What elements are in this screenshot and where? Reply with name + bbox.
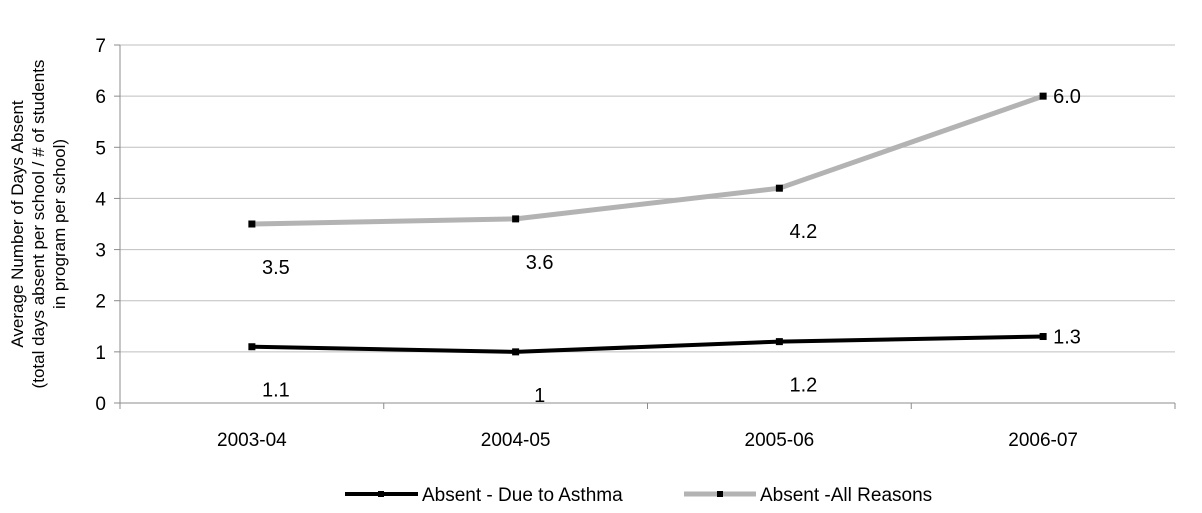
series-line-asthma xyxy=(251,334,1044,354)
y-tick-label-5: 5 xyxy=(95,138,106,159)
x-tick-label-2006-07: 2006-07 xyxy=(1008,430,1078,451)
x-tick-label-2004-05: 2004-05 xyxy=(481,430,551,451)
point-marker-asthma-2004-05 xyxy=(512,348,520,356)
y-tick-label-3: 3 xyxy=(95,241,106,262)
y-axis-title-line-1: Average Number of Days Absent xyxy=(8,100,27,348)
data-label-all-reasons-2004-05: 3.6 xyxy=(526,252,554,274)
point-marker-all-reasons-2006-07 xyxy=(1039,92,1047,100)
data-label-asthma-2005-06: 1.2 xyxy=(789,375,817,397)
series-lines xyxy=(248,92,1047,356)
legend-item-all-reasons: Absent -All Reasons xyxy=(684,485,932,506)
y-axis-title-line-3: in program per school) xyxy=(50,139,69,309)
data-label-all-reasons-2005-06: 4.2 xyxy=(789,221,817,243)
point-marker-all-reasons-2004-05 xyxy=(512,215,520,223)
y-axis-title: Average Number of Days Absent (total day… xyxy=(8,60,69,389)
legend: Absent - Due to Asthma Absent -All Reaso… xyxy=(345,485,932,506)
legend-marker-asthma xyxy=(378,491,384,497)
point-marker-asthma-2005-06 xyxy=(775,338,783,346)
point-marker-all-reasons-2003-04 xyxy=(248,220,256,228)
data-label-asthma-2004-05: 1 xyxy=(534,385,545,407)
legend-label-all-reasons: Absent -All Reasons xyxy=(760,485,932,506)
legend-label-asthma: Absent - Due to Asthma xyxy=(422,485,623,506)
point-marker-asthma-2006-07 xyxy=(1039,333,1047,341)
y-axis-title-line-2: (total days absent per school / # of stu… xyxy=(29,60,48,389)
y-tick-label-2: 2 xyxy=(95,292,106,313)
grid-lines xyxy=(120,44,1175,353)
y-tick-label-1: 1 xyxy=(95,343,106,364)
point-marker-asthma-2003-04 xyxy=(248,343,256,351)
data-label-all-reasons-2006-07: 6.0 xyxy=(1053,86,1081,108)
y-tick-label-0: 0 xyxy=(95,394,106,415)
axes xyxy=(114,44,1176,409)
legend-marker-all-reasons xyxy=(717,491,723,497)
data-labels: 1.1 1 1.2 1.3 3.5 3.6 4.2 6.0 xyxy=(262,86,1081,407)
x-tick-label-2005-06: 2005-06 xyxy=(745,430,815,451)
x-tick-labels: 2003-04 2004-05 2005-06 2006-07 xyxy=(217,430,1078,451)
y-tick-label-4: 4 xyxy=(95,189,106,210)
data-label-asthma-2006-07: 1.3 xyxy=(1053,327,1081,349)
point-marker-all-reasons-2005-06 xyxy=(775,184,783,192)
y-tick-label-6: 6 xyxy=(95,87,106,108)
series-line-all-reasons xyxy=(251,93,1044,227)
x-tick-label-2003-04: 2003-04 xyxy=(217,430,287,451)
y-tick-labels: 0 1 2 3 4 5 6 7 xyxy=(95,36,106,415)
data-label-all-reasons-2003-04: 3.5 xyxy=(262,257,290,279)
data-label-asthma-2003-04: 1.1 xyxy=(262,380,290,402)
y-tick-label-7: 7 xyxy=(95,36,106,57)
legend-item-asthma: Absent - Due to Asthma xyxy=(345,485,623,506)
